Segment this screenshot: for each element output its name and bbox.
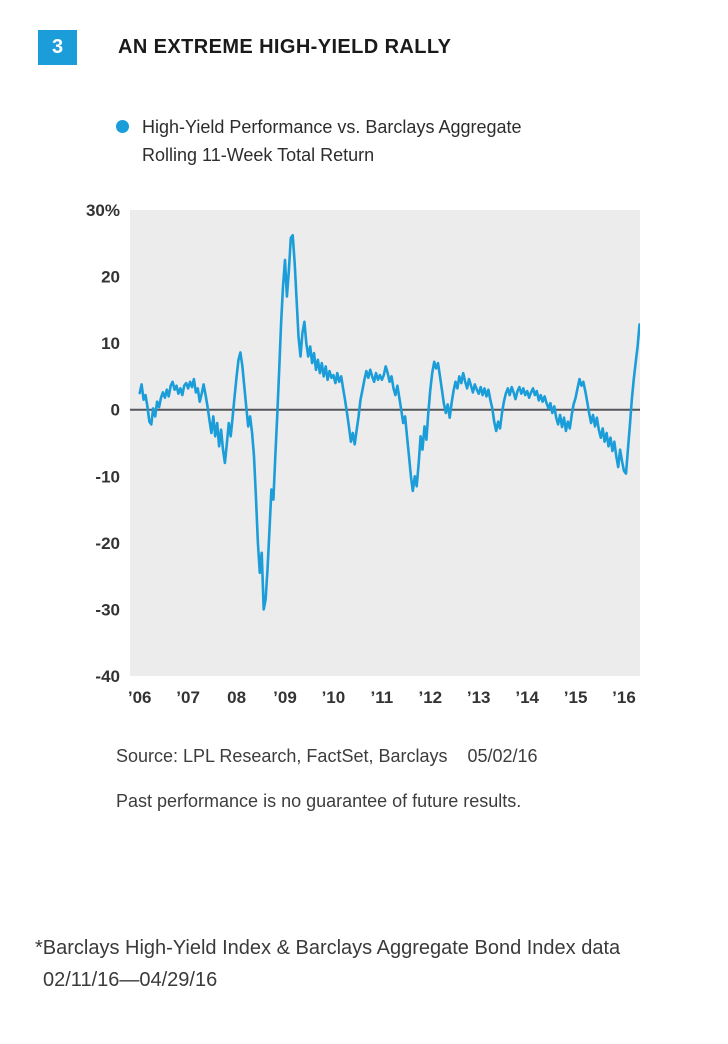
footnote-line1: *Barclays High-Yield Index & Barclays Ag… xyxy=(35,937,621,959)
footnote: *Barclays High-Yield Index & Barclays Ag… xyxy=(35,932,620,996)
disclaimer-text: Past performance is no guarantee of futu… xyxy=(116,791,522,811)
y-axis-tick-label: 20 xyxy=(101,268,120,287)
line-chart: 30% 20 10 0 -10 -20 -30 -40 ’06 ’07 08 ’09 ’10 ’11 ’12… xyxy=(85,199,641,716)
y-axis-tick-label: 30% xyxy=(86,201,120,220)
legend-label-line2: Rolling 11-Week Total Return xyxy=(142,144,375,165)
figure-title: AN EXTREME HIGH-YIELD RALLY xyxy=(118,36,452,58)
x-axis-tick-label: ’15 xyxy=(564,688,588,707)
x-axis-tick-label: 08 xyxy=(227,688,246,707)
footnote-line2: 02/11/16—04/29/16 xyxy=(43,969,218,991)
y-axis-tick-label: -10 xyxy=(95,467,120,486)
legend-label-line1: High-Yield Performance vs. Barclays Aggr… xyxy=(142,117,522,137)
y-axis-tick-label: 10 xyxy=(101,334,120,353)
x-axis-tick-label: ’06 xyxy=(128,688,152,707)
y-axis-tick-label: -40 xyxy=(95,667,120,686)
source-date: 05/02/16 xyxy=(467,746,538,766)
x-axis-tick-label: ’07 xyxy=(176,688,200,707)
x-axis-tick-label: ’13 xyxy=(467,688,491,707)
x-axis-tick-label: ’14 xyxy=(515,688,539,707)
legend-label: High-Yield Performance vs. Barclays Aggr… xyxy=(142,114,522,170)
y-axis-tick-label: -20 xyxy=(95,534,120,553)
y-axis-tick-label: 0 xyxy=(111,401,120,420)
x-axis-tick-label: ’12 xyxy=(418,688,442,707)
x-axis-tick-label: ’10 xyxy=(322,688,346,707)
source-line: Source: LPL Research, FactSet, Barclays 0… xyxy=(116,746,538,767)
legend-marker-icon xyxy=(116,120,129,133)
source-text: Source: LPL Research, FactSet, Barclays xyxy=(116,746,448,766)
line-chart-svg: 30% 20 10 0 -10 -20 -30 -40 ’06 ’07 08 ’09 ’10 ’11 ’12… xyxy=(86,201,641,707)
y-axis-tick-label: -30 xyxy=(95,600,120,619)
x-axis-tick-label: ’09 xyxy=(273,688,297,707)
figure-number-badge: 3 xyxy=(38,30,77,65)
x-axis-tick-label: ’11 xyxy=(371,688,394,707)
chart-legend: High-Yield Performance vs. Barclays Aggr… xyxy=(116,114,522,170)
x-axis-tick-label: ’16 xyxy=(612,688,636,707)
